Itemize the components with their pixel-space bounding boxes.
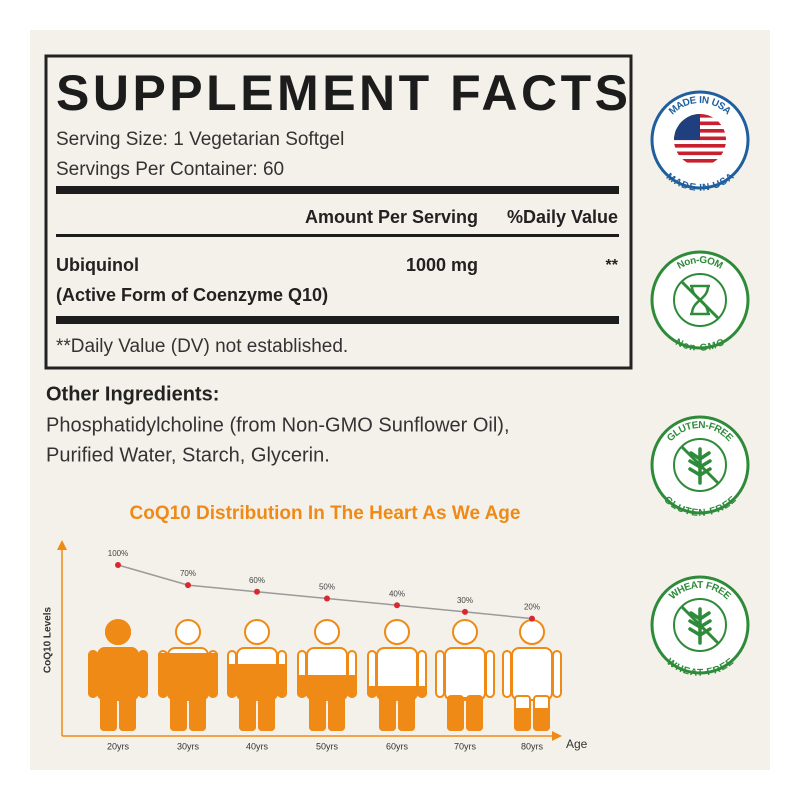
x-tick-label: 40yrs xyxy=(246,741,269,751)
other-ingredients-line: Purified Water, Starch, Glycerin. xyxy=(46,444,330,466)
person-fill xyxy=(367,686,427,731)
x-axis-arrow xyxy=(552,731,562,741)
x-tick-label: 20yrs xyxy=(107,741,130,751)
data-label: 70% xyxy=(180,569,196,578)
badge: Non-GOM Non-GMO xyxy=(650,250,750,354)
x-tick-label: 70yrs xyxy=(454,741,477,751)
data-label: 40% xyxy=(389,589,405,598)
ingredient-note: (Active Form of Coenzyme Q10) xyxy=(56,285,328,305)
thin-rule xyxy=(56,234,619,237)
badge-top-text: Non-GOM xyxy=(675,254,724,271)
person-fill xyxy=(297,675,357,731)
data-label: 100% xyxy=(108,549,128,558)
person-fill xyxy=(88,620,148,731)
badge-bottom-text: Non-GMO xyxy=(674,337,727,354)
data-label: 60% xyxy=(249,576,265,585)
header-dv: %Daily Value xyxy=(507,207,618,227)
thick-rule xyxy=(56,316,619,324)
x-tick-label: 50yrs xyxy=(316,741,339,751)
badge-bottom-text: Non-GMO xyxy=(674,337,727,354)
y-axis-arrow xyxy=(57,540,67,550)
chart-title: CoQ10 Distribution In The Heart As We Ag… xyxy=(130,503,521,524)
x-axis-label: Age xyxy=(566,737,588,751)
data-label: 20% xyxy=(524,603,540,612)
chart: 100% 20yrs 70% 30yrs 60% 40yrs 50% 50yrs 40% 60yr… xyxy=(88,549,562,751)
data-point xyxy=(529,615,535,622)
header-amount: Amount Per Serving xyxy=(305,207,478,227)
other-ingredients-line: Phosphatidylcholine (from Non-GMO Sunflo… xyxy=(46,414,510,436)
data-point xyxy=(394,602,400,609)
ingredient-amount: 1000 mg xyxy=(406,255,478,275)
data-point xyxy=(324,595,330,602)
x-tick-label: 60yrs xyxy=(386,741,409,751)
badge-inner xyxy=(673,598,727,652)
x-tick-label: 30yrs xyxy=(177,741,200,751)
badge-top-text: Non-GOM xyxy=(675,254,724,271)
badge-inner xyxy=(673,273,727,327)
data-point xyxy=(462,608,468,615)
flag xyxy=(674,114,726,166)
footnote: **Daily Value (DV) not established. xyxy=(56,336,348,357)
data-label: 50% xyxy=(319,583,335,592)
wheat-icon xyxy=(688,607,712,645)
servings-per-container: Servings Per Container: 60 xyxy=(56,159,284,180)
thick-rule xyxy=(56,186,619,194)
wheat-icon xyxy=(688,447,712,485)
dna-icon xyxy=(690,284,710,316)
x-tick-label: 80yrs xyxy=(521,741,544,751)
facts-box xyxy=(44,54,633,370)
facts-title: SUPPLEMENT FACTS xyxy=(56,65,631,121)
badge-inner xyxy=(673,438,727,492)
y-axis-label: CoQ10 Levels xyxy=(43,606,54,673)
other-ingredients-title: Other Ingredients: xyxy=(46,383,219,405)
data-label: 30% xyxy=(457,596,473,605)
ingredient-dv: ** xyxy=(606,257,619,274)
data-point xyxy=(115,562,121,568)
background xyxy=(30,30,770,770)
person-fill xyxy=(227,664,287,731)
person-fill xyxy=(514,708,550,731)
data-point xyxy=(185,582,191,589)
person-fill xyxy=(437,697,493,731)
ingredient-name: Ubiquinol xyxy=(56,255,139,275)
serving-size: Serving Size: 1 Vegetarian Softgel xyxy=(56,129,344,150)
data-point xyxy=(254,588,260,595)
person-fill xyxy=(158,653,218,731)
